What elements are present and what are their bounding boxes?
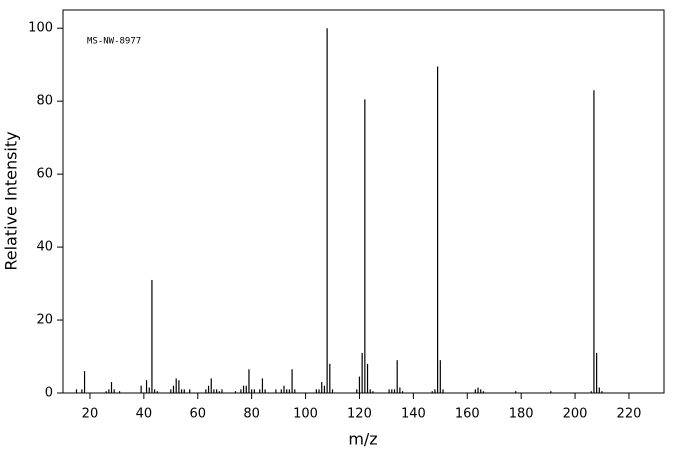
x-tick-label: 180 bbox=[509, 407, 534, 422]
annotation: MS-NW-8977 bbox=[87, 37, 141, 47]
x-tick-label: 120 bbox=[347, 407, 372, 422]
plot-frame bbox=[62, 9, 665, 394]
x-tick-label: 40 bbox=[136, 407, 153, 422]
y-tick-label: 80 bbox=[36, 94, 53, 109]
x-tick-label: 200 bbox=[563, 407, 588, 422]
x-tick-label: 140 bbox=[401, 407, 426, 422]
x-tick-label: 80 bbox=[243, 407, 260, 422]
y-tick-label: 40 bbox=[36, 240, 53, 255]
x-axis-label: m/z bbox=[348, 430, 377, 449]
y-axis-label: Relative Intensity bbox=[2, 131, 21, 270]
x-tick-label: 20 bbox=[82, 407, 99, 422]
y-tick-label: 60 bbox=[36, 167, 53, 182]
x-tick-label: 100 bbox=[293, 407, 318, 422]
x-tick-label: 220 bbox=[617, 407, 642, 422]
x-tick-label: 60 bbox=[189, 407, 206, 422]
x-tick-label: 160 bbox=[455, 407, 480, 422]
y-tick-label: 0 bbox=[45, 386, 53, 401]
y-tick-label: 20 bbox=[36, 313, 53, 328]
y-tick-label: 100 bbox=[28, 21, 53, 36]
